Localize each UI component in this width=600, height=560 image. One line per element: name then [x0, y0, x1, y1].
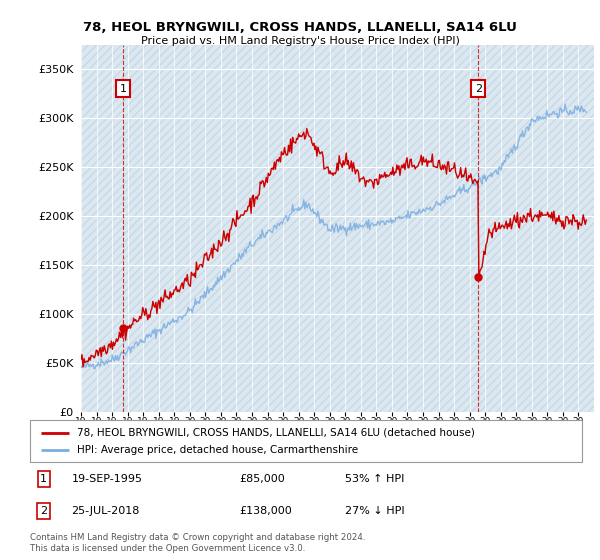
Text: 1: 1	[120, 84, 127, 94]
Text: Contains HM Land Registry data © Crown copyright and database right 2024.
This d: Contains HM Land Registry data © Crown c…	[30, 533, 365, 553]
Text: 2: 2	[475, 84, 482, 94]
Text: HPI: Average price, detached house, Carmarthenshire: HPI: Average price, detached house, Carm…	[77, 445, 358, 455]
Text: 78, HEOL BRYNGWILI, CROSS HANDS, LLANELLI, SA14 6LU (detached house): 78, HEOL BRYNGWILI, CROSS HANDS, LLANELL…	[77, 428, 475, 437]
Text: 19-SEP-1995: 19-SEP-1995	[71, 474, 142, 484]
Text: 78, HEOL BRYNGWILI, CROSS HANDS, LLANELLI, SA14 6LU: 78, HEOL BRYNGWILI, CROSS HANDS, LLANELL…	[83, 21, 517, 34]
Text: £85,000: £85,000	[240, 474, 286, 484]
Text: 1: 1	[40, 474, 47, 484]
Text: 2: 2	[40, 506, 47, 516]
Text: 27% ↓ HPI: 27% ↓ HPI	[344, 506, 404, 516]
Text: Price paid vs. HM Land Registry's House Price Index (HPI): Price paid vs. HM Land Registry's House …	[140, 36, 460, 46]
Text: £138,000: £138,000	[240, 506, 293, 516]
FancyBboxPatch shape	[30, 420, 582, 462]
Text: 53% ↑ HPI: 53% ↑ HPI	[344, 474, 404, 484]
Text: 25-JUL-2018: 25-JUL-2018	[71, 506, 140, 516]
